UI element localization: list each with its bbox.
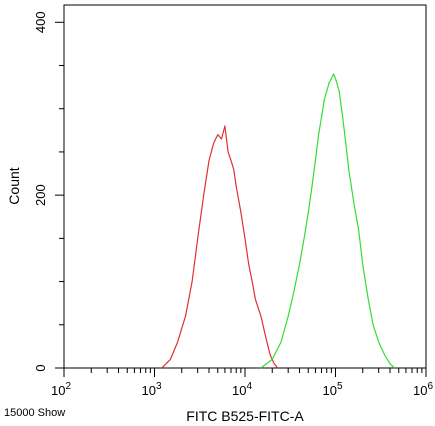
x-tick-label: 106 [413,381,433,398]
y-tick-label: 200 [33,184,48,206]
y-tick-label: 400 [33,11,48,33]
x-tick-label: 104 [232,381,252,398]
x-tick-label: 103 [141,381,161,398]
x-axis: 102 103 104 105 106 [51,368,433,398]
series-layer [161,73,396,369]
x-axis-title: FITC B525-FITC-A [186,408,304,424]
y-axis: 0 200 400 [33,11,64,372]
x-tick-label: 102 [51,381,71,398]
x-tick-label: 105 [322,381,342,398]
y-axis-title: Count [6,167,22,204]
series-line-2 [260,73,396,369]
y-tick-label: 0 [33,364,48,371]
footer-note: 15000 Show [4,407,65,419]
series-line-1 [161,125,279,369]
plot-frame [63,4,427,369]
